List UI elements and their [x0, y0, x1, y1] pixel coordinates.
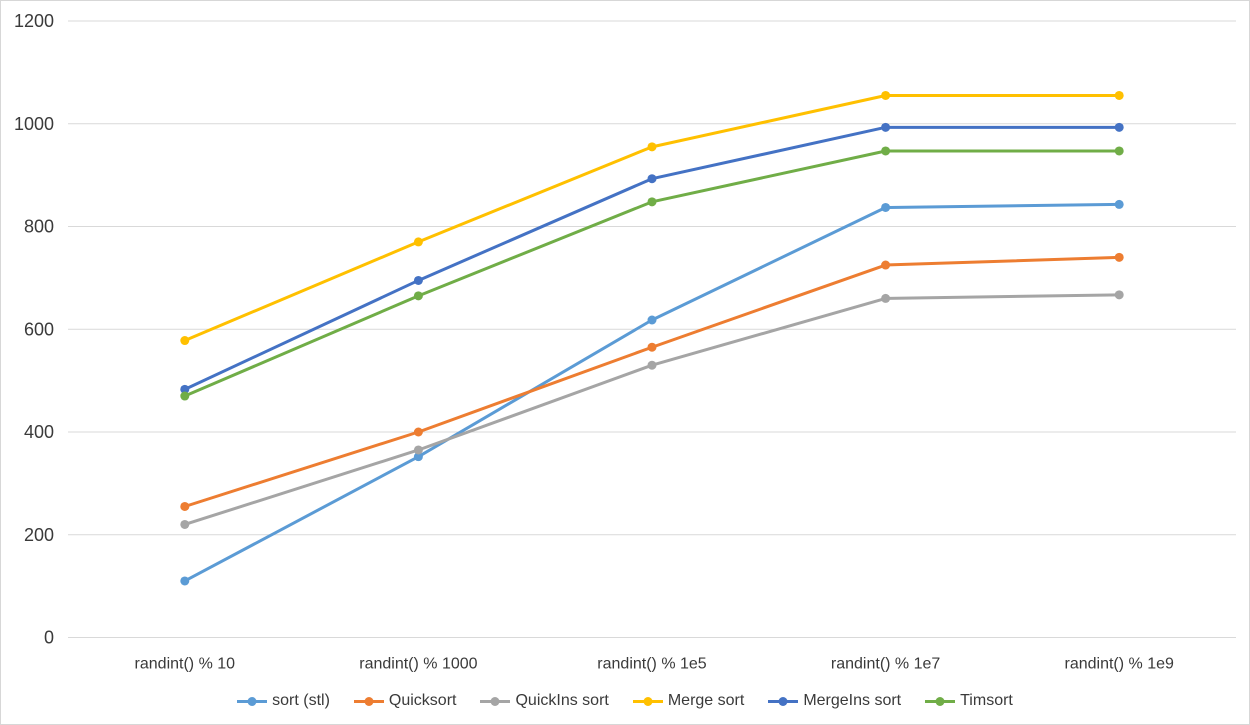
- y-tick-label: 600: [24, 319, 54, 339]
- legend-label: Timsort: [960, 692, 1013, 709]
- x-axis-label: randint() % 10: [135, 656, 236, 673]
- data-point-marker: [647, 360, 657, 370]
- data-point-marker: [1114, 146, 1124, 156]
- legend: sort (stl) Quicksort QuickIns sort Merge so…: [1, 687, 1249, 715]
- data-point-marker: [180, 336, 190, 346]
- data-point-marker: [1114, 252, 1124, 262]
- series-line-quicksort: [183, 255, 1121, 508]
- data-point-marker: [881, 146, 891, 156]
- data-point-marker: [647, 174, 657, 184]
- data-point-marker: [1114, 90, 1124, 100]
- legend-item-quickins-sort: QuickIns sort: [480, 692, 609, 710]
- legend-label: sort (stl): [272, 692, 330, 709]
- data-point-marker: [180, 384, 190, 394]
- data-point-marker: [180, 501, 190, 511]
- data-point-marker: [881, 293, 891, 303]
- data-point-marker: [881, 202, 891, 212]
- data-point-marker: [1114, 199, 1124, 209]
- series-line-merge-sort: [183, 93, 1121, 343]
- legend-item-merge-sort: Merge sort: [632, 692, 745, 710]
- legend-marker-icon: [480, 696, 511, 706]
- legend-item-sort-stl-: sort (stl): [237, 692, 330, 710]
- x-axis-label: randint() % 1e7: [831, 656, 940, 673]
- data-point-marker: [647, 315, 657, 325]
- legend-marker-icon: [353, 696, 384, 706]
- data-point-marker: [180, 576, 190, 586]
- y-tick-label: 0: [44, 628, 54, 648]
- data-point-marker: [647, 342, 657, 352]
- data-point-marker: [413, 291, 423, 301]
- data-point-marker: [1114, 290, 1124, 300]
- y-tick-label: 200: [24, 525, 54, 545]
- y-tick-label: 400: [24, 422, 54, 442]
- legend-marker-icon: [237, 696, 268, 706]
- legend-label: Quicksort: [388, 692, 457, 709]
- data-point-marker: [413, 445, 423, 455]
- data-point-marker: [647, 142, 657, 152]
- data-point-marker: [413, 427, 423, 437]
- y-tick-label: 1000: [14, 114, 54, 134]
- data-point-marker: [881, 90, 891, 100]
- legend-item-mergeins-sort: MergeIns sort: [768, 692, 901, 710]
- legend-label: MergeIns sort: [803, 692, 902, 709]
- series-line-timsort: [183, 149, 1121, 398]
- legend-marker-icon: [925, 696, 956, 706]
- data-point-marker: [413, 452, 423, 462]
- legend-marker-icon: [632, 696, 663, 706]
- x-axis-label: randint() % 1e5: [597, 656, 706, 673]
- legend-label: Merge sort: [667, 692, 745, 709]
- data-point-marker: [1114, 122, 1124, 132]
- data-point-marker: [413, 275, 423, 285]
- y-tick-label: 1200: [14, 11, 54, 31]
- legend-item-timsort: Timsort: [925, 692, 1013, 710]
- data-point-marker: [881, 122, 891, 132]
- data-point-marker: [180, 519, 190, 529]
- x-axis-label: randint() % 1000: [359, 656, 477, 673]
- data-point-marker: [180, 391, 190, 401]
- x-axis-label: randint() % 1e9: [1065, 656, 1174, 673]
- data-point-marker: [647, 197, 657, 207]
- data-point-marker: [413, 237, 423, 247]
- legend-item-quicksort: Quicksort: [353, 692, 457, 710]
- legend-label: QuickIns sort: [515, 692, 609, 709]
- y-tick-label: 800: [24, 217, 54, 237]
- legend-marker-icon: [768, 696, 799, 706]
- data-point-marker: [881, 260, 891, 270]
